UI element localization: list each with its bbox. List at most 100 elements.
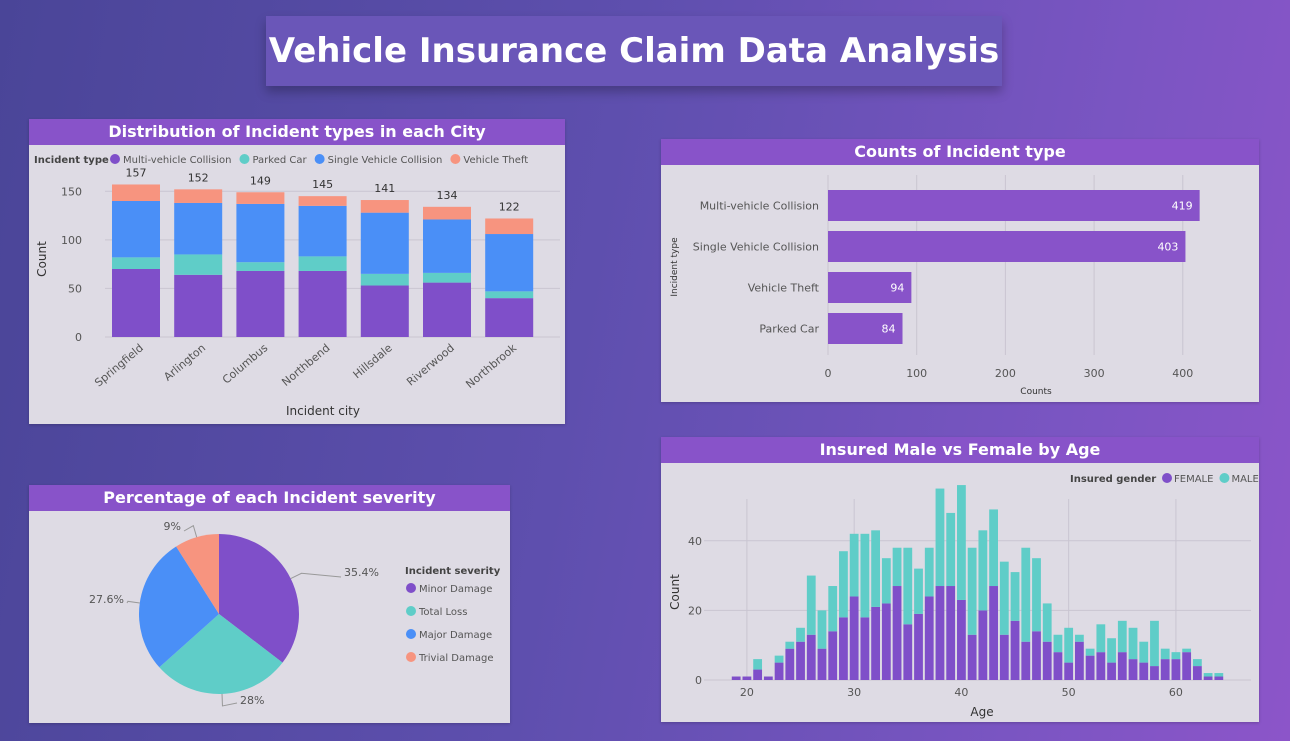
counts-x-tick: 400 (1172, 367, 1193, 380)
age-x-tick: 60 (1169, 686, 1183, 699)
severity-legend-label: Total Loss (418, 607, 467, 618)
severity-legend-marker (406, 606, 416, 616)
age-bar-segment (1150, 666, 1159, 680)
age-bar-segment (1182, 648, 1192, 653)
age-bar-segment (1042, 603, 1052, 642)
age-bar-segment (1032, 631, 1041, 680)
city-x-tick: Riverwood (404, 341, 457, 388)
severity-legend-marker (406, 652, 416, 662)
city-y-tick: 100 (61, 234, 82, 247)
age-bar-segment (1107, 662, 1116, 680)
city-x-tick: Arlington (161, 341, 208, 383)
city-bar-segment (112, 269, 160, 337)
counts-category-label: Parked Car (759, 323, 819, 336)
age-bar-segment (796, 641, 805, 680)
page-title: Vehicle Insurance Claim Data Analysis (268, 31, 1000, 71)
age-bar-segment (785, 648, 795, 680)
city-bar-segment (112, 257, 160, 269)
age-bar-segment (774, 662, 784, 680)
city-legend-marker (239, 154, 250, 164)
city-y-axis-label: Count (35, 241, 49, 277)
age-bar-segment (1214, 673, 1224, 677)
counts-x-tick: 200 (995, 367, 1016, 380)
city-bar-segment (423, 282, 471, 337)
counts-value-label: 419 (1172, 200, 1193, 213)
age-bar-segment (753, 669, 763, 680)
age-bar-segment (1064, 627, 1074, 663)
age-bar-segment (967, 634, 977, 680)
age-legend-title: Insured gender (1070, 474, 1156, 485)
age-bar-segment (839, 551, 848, 618)
severity-pie-slice (159, 614, 283, 694)
city-legend-label: Multi-vehicle Collision (123, 155, 231, 166)
severity-chart-title: Percentage of each Incident severity (29, 485, 510, 511)
counts-x-axis-label: Counts (1020, 387, 1052, 397)
city-total-label: 145 (312, 178, 333, 191)
age-bar-segment (849, 533, 859, 597)
age-bar-segment (828, 586, 838, 632)
counts-y-axis-label: Incident type (670, 237, 680, 297)
severity-pie-slice (219, 534, 299, 663)
city-bar-segment (236, 192, 285, 204)
age-bar-segment (935, 488, 945, 587)
city-x-tick: Springfield (92, 341, 146, 389)
age-bar-segment (881, 603, 891, 680)
age-bar-segment (806, 634, 816, 680)
city-total-label: 157 (126, 166, 147, 179)
severity-leader-line (290, 572, 342, 580)
city-x-tick: Northbrook (463, 341, 519, 391)
age-y-tick: 0 (695, 674, 702, 687)
severity-pie-chart: 35.4% 28% 27.6% 9% Incident severity Minor Da… (89, 520, 501, 707)
age-bar-segment (1074, 641, 1084, 680)
counts-chart-title: Counts of Incident type (661, 139, 1259, 165)
age-bar-segment (1085, 655, 1095, 680)
severity-legend-label: Major Damage (419, 630, 492, 641)
age-bar-segment (839, 617, 848, 680)
severity-leader-line (183, 524, 198, 538)
age-legend-label: MALE (1231, 474, 1258, 485)
city-legend-label: Single Vehicle Collision (328, 155, 443, 166)
age-bar-segment (1128, 627, 1138, 660)
city-bar-segment (360, 200, 409, 213)
age-bar-segment (1010, 572, 1020, 621)
age-bar-segment (1128, 659, 1138, 680)
severity-leader-line (221, 693, 238, 707)
city-bar-segment (485, 298, 534, 337)
age-bar-segment (989, 509, 998, 587)
age-bar-segment (1074, 634, 1084, 642)
city-y-tick: 0 (75, 331, 82, 344)
age-bar-segment (817, 648, 827, 680)
age-bar-segment (881, 558, 891, 604)
age-bar-segment (785, 641, 795, 649)
age-bar-segment (817, 610, 827, 649)
city-x-tick: Hillsdale (351, 341, 395, 381)
age-bar-segment (828, 631, 838, 680)
age-bar-segment (967, 547, 977, 635)
counts-bar (828, 231, 1186, 262)
severity-legend-title: Incident severity (405, 566, 501, 577)
city-bar-segment (360, 212, 409, 274)
severity-pie-slice (139, 546, 219, 668)
age-bar-segment (1096, 624, 1106, 653)
city-total-label: 152 (188, 171, 209, 184)
age-y-tick: 20 (688, 604, 702, 617)
city-legend-marker (450, 154, 461, 164)
age-bar-segment (763, 676, 773, 680)
counts-bar (828, 313, 903, 344)
age-bar-segment (1042, 641, 1052, 680)
age-bar-segment (946, 586, 956, 680)
age-bar-segment (1214, 676, 1224, 680)
age-legend-label: FEMALE (1174, 474, 1213, 485)
age-bar-segment (1139, 662, 1149, 680)
age-x-tick: 40 (954, 686, 968, 699)
age-bar-segment (924, 547, 934, 597)
counts-x-tick: 0 (825, 367, 832, 380)
age-bar-segment (1021, 547, 1031, 642)
severity-slice-label: 35.4% (344, 566, 379, 579)
city-bar-segment (360, 273, 409, 286)
age-bar-segment (860, 617, 870, 680)
age-bar-segment (978, 530, 988, 611)
age-bar-segment (1010, 620, 1020, 680)
age-gender-chart: Insured gender FEMALE MALE 0 20 40 20 30 40 50 60 A… (668, 473, 1259, 719)
age-bar-segment (742, 676, 752, 680)
